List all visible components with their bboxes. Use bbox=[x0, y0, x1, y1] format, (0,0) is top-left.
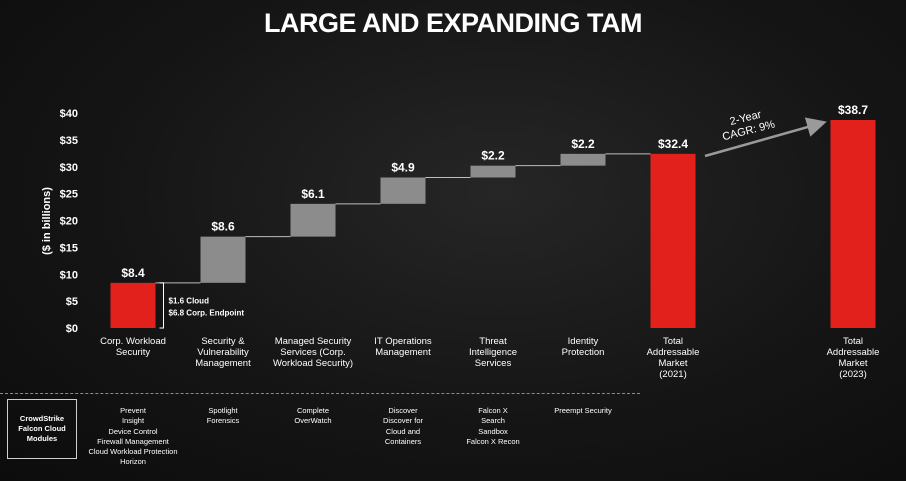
bar-note: $6.8 Corp. Endpoint bbox=[169, 308, 245, 317]
module-item: Cloud Workload Protection bbox=[88, 447, 178, 457]
module-item: Sandbox bbox=[478, 426, 508, 436]
y-tick-label: $40 bbox=[60, 108, 78, 120]
module-item: Cloud and bbox=[385, 426, 421, 436]
y-tick-label: $30 bbox=[60, 162, 78, 174]
y-tick-label: $0 bbox=[66, 323, 78, 335]
y-axis-label: ($ in billions) bbox=[41, 187, 53, 255]
bar-value-label: $8.6 bbox=[211, 220, 235, 234]
category-label: Vulnerability bbox=[197, 347, 249, 358]
category-label: Market bbox=[838, 358, 867, 369]
module-column: Prevent Insight Device Control Firewall Man… bbox=[78, 406, 188, 468]
category-label: (2023) bbox=[839, 369, 866, 380]
category-label: Corp. Workload bbox=[100, 336, 166, 347]
category-label: Services bbox=[475, 358, 512, 369]
category-label: Total bbox=[843, 336, 863, 347]
category-label: (2021) bbox=[659, 369, 686, 380]
module-item: Complete bbox=[296, 406, 330, 415]
module-item: Insight bbox=[121, 416, 145, 426]
page-title: LARGE AND EXPANDING TAM bbox=[264, 8, 643, 38]
bar-value-label: $2.2 bbox=[571, 137, 595, 151]
category-label: Addressable bbox=[647, 347, 700, 358]
module-item: Horizon bbox=[120, 457, 146, 467]
y-tick-label: $5 bbox=[66, 296, 78, 308]
y-tick-label: $25 bbox=[60, 189, 78, 201]
waterfall-chart: $0 $5 $10 $15 $20 $25 $30 $35 $40 ($ in billions)… bbox=[41, 103, 880, 380]
category-label: Total bbox=[663, 336, 683, 347]
module-column: Preempt Security bbox=[528, 406, 638, 416]
bar bbox=[830, 119, 876, 328]
y-tick-label: $10 bbox=[60, 269, 78, 281]
bar bbox=[200, 236, 246, 283]
category-label: Management bbox=[195, 358, 251, 369]
module-item: Preempt Security bbox=[554, 406, 612, 415]
category-label: Addressable bbox=[827, 347, 880, 358]
category-label: Services (Corp. bbox=[280, 347, 345, 358]
y-tick-label: $15 bbox=[60, 242, 78, 254]
module-item: Containers bbox=[384, 436, 422, 446]
category-label: Workload Security) bbox=[273, 358, 353, 369]
bar-value-label: $32.4 bbox=[658, 137, 688, 151]
category-label: Security bbox=[116, 347, 151, 358]
bar-value-label: $4.9 bbox=[391, 161, 415, 175]
bar bbox=[650, 153, 696, 328]
bar bbox=[470, 165, 516, 178]
modules-label: CrowdStrike Falcon Cloud Modules bbox=[18, 414, 66, 443]
category-label: Intelligence bbox=[469, 347, 517, 358]
bar bbox=[290, 203, 336, 237]
bar-note: $1.6 Cloud bbox=[169, 296, 210, 305]
category-label: Managed Security bbox=[275, 336, 352, 347]
bar bbox=[110, 282, 156, 328]
module-item: OverWatch bbox=[294, 416, 332, 426]
modules-label-box: CrowdStrike Falcon Cloud Modules bbox=[7, 399, 77, 459]
module-item: Search bbox=[481, 416, 505, 426]
module-column: Falcon X Search Sandbox Falcon X Recon bbox=[438, 406, 548, 447]
module-item: Forensics bbox=[206, 416, 240, 426]
bar bbox=[380, 177, 426, 204]
y-tick-label: $20 bbox=[60, 216, 78, 228]
module-item: Firewall Management bbox=[97, 436, 169, 446]
category-label: Security & bbox=[201, 336, 245, 347]
category-label: IT Operations bbox=[374, 336, 432, 347]
bar-value-label: $8.4 bbox=[121, 266, 145, 280]
module-item: Discover for bbox=[382, 416, 423, 426]
module-item: Falcon X bbox=[478, 406, 508, 415]
category-label: Threat bbox=[479, 336, 507, 347]
category-label: Management bbox=[375, 347, 431, 358]
module-item: Device Control bbox=[108, 426, 158, 436]
module-item: Discover bbox=[388, 406, 418, 415]
module-item: Spotlight bbox=[208, 406, 238, 415]
modules-divider bbox=[0, 393, 640, 394]
bar-value-label: $38.7 bbox=[838, 103, 868, 117]
bar-value-label: $6.1 bbox=[301, 187, 325, 201]
category-label: Market bbox=[658, 358, 687, 369]
module-column: Complete OverWatch bbox=[258, 406, 368, 427]
y-tick-label: $35 bbox=[60, 135, 78, 147]
module-item: Prevent bbox=[120, 406, 146, 415]
module-column: Discover Discover for Cloud and Containers bbox=[348, 406, 458, 447]
category-label: Identity bbox=[568, 336, 599, 347]
module-column: Spotlight Forensics bbox=[168, 406, 278, 427]
cagr-arrow bbox=[704, 117, 827, 158]
bar-value-label: $2.2 bbox=[481, 149, 505, 163]
module-item: Falcon X Recon bbox=[466, 436, 520, 446]
category-label: Protection bbox=[562, 347, 605, 358]
bar bbox=[560, 153, 606, 166]
bracket bbox=[159, 282, 164, 329]
